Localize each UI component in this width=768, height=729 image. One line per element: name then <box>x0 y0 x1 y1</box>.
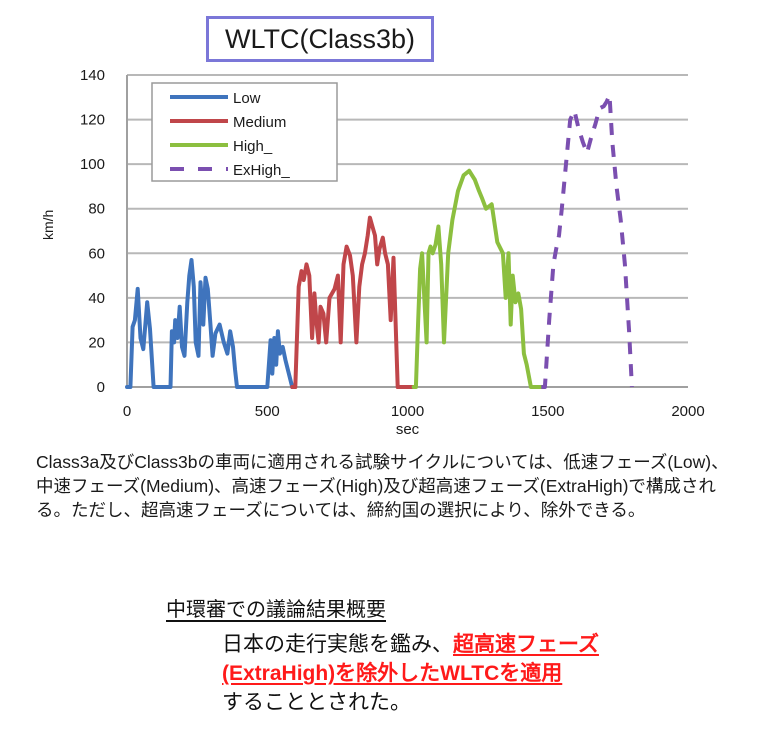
series-exhigh <box>541 93 634 389</box>
y-tick-label: 140 <box>80 67 105 84</box>
x-axis-label: sec <box>396 421 420 438</box>
summary-body: 日本の走行実態を鑑み、超高速フェーズ(ExtraHigh)を除外したWLTCを適… <box>222 630 662 717</box>
series-low <box>125 258 295 389</box>
x-tick-label: 2000 <box>671 403 704 420</box>
legend-label: Medium <box>233 114 286 131</box>
y-tick-label: 0 <box>97 379 105 396</box>
x-tick-label: 500 <box>255 403 280 420</box>
legend-label: High_ <box>233 138 273 155</box>
y-tick-label: 40 <box>88 290 105 307</box>
y-tick-label: 120 <box>80 112 105 129</box>
y-tick-label: 100 <box>80 156 105 173</box>
legend-label: Low <box>233 90 261 107</box>
x-tick-label: 1000 <box>391 403 424 420</box>
summary-highlight: 超高速フェーズ(ExtraHigh)を除外したWLTCを適用 <box>222 633 599 685</box>
series-medium <box>290 215 416 389</box>
y-tick-label: 60 <box>88 245 105 262</box>
chart-title-box: WLTC(Class3b) <box>206 16 434 62</box>
legend: Low Medium High_ ExHigh_ <box>151 82 338 182</box>
legend-label: ExHigh_ <box>233 162 290 179</box>
y-axis-label: km/h <box>40 209 56 240</box>
description-text: Class3a及びClass3bの車両に適用される試験サイクルについては、低速フ… <box>36 452 729 520</box>
summary-heading: 中環審での議論結果概要 <box>166 599 386 621</box>
y-tick-label: 80 <box>88 201 105 218</box>
x-tick-label: 0 <box>123 403 131 420</box>
y-tick-label: 20 <box>88 334 105 351</box>
x-tick-label: 1500 <box>531 403 564 420</box>
series-high <box>411 168 544 389</box>
summary-text-after: することとされた。 <box>222 691 411 714</box>
chart-title: WLTC(Class3b) <box>224 23 415 54</box>
summary-text-before: 日本の走行実態を鑑み、 <box>222 633 453 656</box>
line-chart: 0 20 40 60 80 100 120 140 0 500 1000 1500 2000 sec Low… <box>80 67 705 438</box>
